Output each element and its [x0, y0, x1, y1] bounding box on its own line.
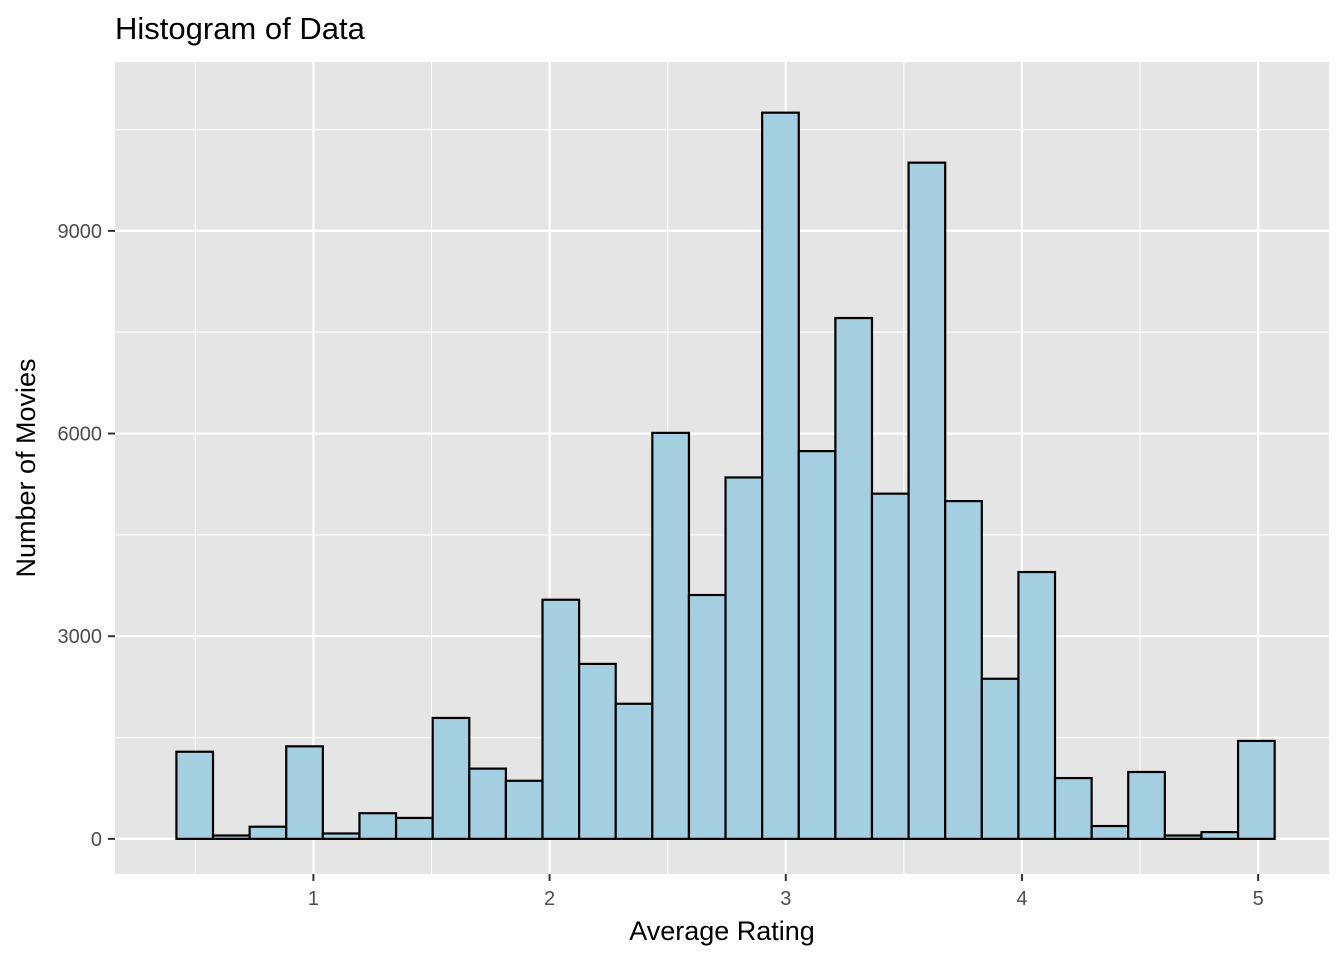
- x-tick-label: 5: [1253, 888, 1264, 910]
- y-tick-label: 0: [91, 829, 102, 851]
- histogram-bar: [651, 431, 691, 840]
- y-tick-label: 3000: [58, 626, 103, 648]
- y-tick-label: 6000: [58, 424, 103, 446]
- y-axis-title: Number of Movies: [11, 358, 41, 577]
- histogram-bar: [394, 816, 434, 840]
- histogram-bar: [431, 716, 471, 840]
- histogram-bar: [614, 702, 654, 840]
- histogram-bar: [1127, 770, 1166, 840]
- histogram-bar: [1053, 776, 1093, 840]
- chart-title: Histogram of Data: [115, 11, 366, 46]
- histogram-bar: [248, 825, 288, 840]
- histogram-bar: [907, 161, 947, 840]
- axes: 1 2 3 4 5 0 3000 6000 9000: [58, 221, 1264, 910]
- histogram-bar: [321, 832, 361, 840]
- histogram-bar: [1200, 831, 1240, 840]
- histogram-bar: [1236, 739, 1276, 840]
- histogram-bars: [175, 111, 1276, 840]
- histogram-bar: [211, 834, 251, 840]
- histogram-bar: [1017, 570, 1057, 840]
- histogram-bar: [797, 450, 837, 840]
- y-tick-label: 9000: [58, 221, 103, 243]
- x-tick-label: 2: [544, 888, 555, 910]
- histogram-bar: [468, 767, 507, 840]
- histogram-bar: [504, 779, 544, 840]
- histogram-bar: [358, 812, 398, 840]
- histogram-bar: [1163, 834, 1203, 840]
- x-tick-label: 4: [1016, 888, 1027, 910]
- histogram-bar: [175, 750, 215, 840]
- histogram-bar: [834, 316, 874, 840]
- histogram-bar: [944, 500, 983, 840]
- histogram-bar: [578, 662, 617, 840]
- x-tick-label: 1: [308, 888, 319, 910]
- histogram-bar: [870, 492, 910, 840]
- histogram-bar: [1090, 824, 1130, 840]
- histogram-bar: [687, 593, 727, 840]
- histogram-bar: [724, 476, 764, 840]
- x-tick-label: 3: [780, 888, 791, 910]
- histogram-bar: [541, 598, 581, 840]
- histogram-bar: [761, 111, 800, 840]
- histogram-bar: [285, 745, 324, 840]
- x-axis-title: Average Rating: [629, 916, 815, 946]
- histogram-bar: [980, 677, 1020, 840]
